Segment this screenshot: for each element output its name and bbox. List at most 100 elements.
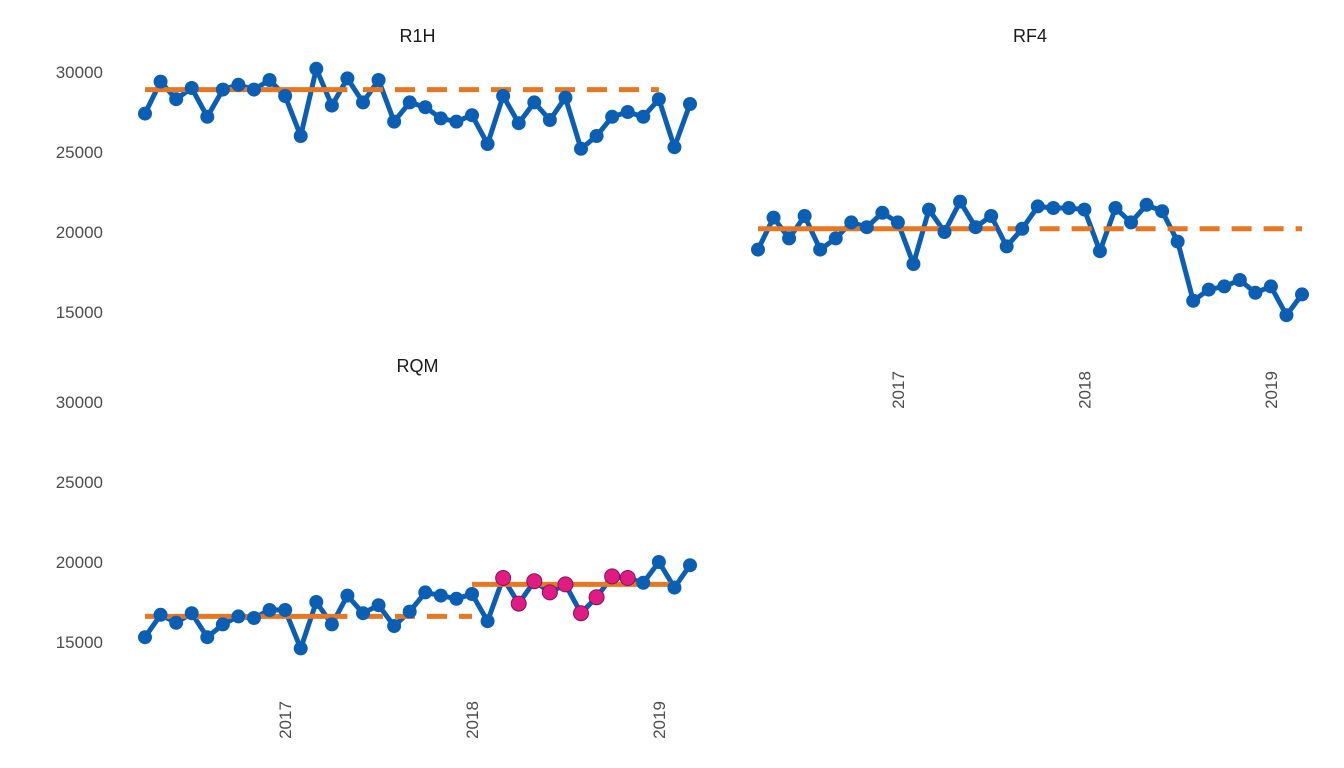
data-point: [231, 609, 246, 624]
x-tick-label: 2017: [889, 371, 908, 409]
data-point: [937, 225, 952, 239]
data-point: [418, 585, 433, 600]
data-point: [371, 73, 386, 87]
special-cause-point: [619, 570, 636, 586]
data-point: [1139, 197, 1154, 212]
data-point: [184, 606, 199, 621]
data-point: [1108, 201, 1123, 215]
data-point: [496, 89, 511, 103]
data-point: [278, 603, 293, 617]
data-point: [433, 588, 448, 603]
data-point: [465, 587, 479, 601]
special-cause-point: [557, 576, 574, 593]
data-point: [1092, 244, 1107, 259]
data-point: [667, 140, 682, 155]
data-point: [200, 109, 215, 124]
data-point: [138, 630, 152, 645]
data-point: [215, 82, 230, 97]
data-point: [231, 77, 246, 92]
data-point: [402, 95, 417, 110]
panel-title: R1H: [399, 26, 435, 46]
panel-rqm: RQM 15000 20000 25000 30000 2017 2018 2019: [56, 356, 697, 739]
data-point: [480, 137, 495, 151]
data-point: [859, 220, 874, 235]
y-tick-label: 25000: [56, 473, 103, 492]
series-line: [755, 199, 1305, 318]
data-point: [542, 113, 557, 127]
data-point: [1186, 293, 1201, 308]
data-point: [527, 95, 542, 110]
data-point: [247, 82, 261, 97]
data-point: [605, 109, 620, 124]
special-cause-point: [510, 595, 527, 612]
x-tick-label: 2019: [1262, 371, 1281, 409]
data-point: [153, 607, 168, 622]
data-point: [387, 114, 402, 129]
data-point: [511, 116, 526, 131]
data-point: [184, 81, 199, 95]
x-tick-label: 2018: [463, 701, 482, 739]
data-point: [449, 114, 464, 129]
y-tick-label: 30000: [56, 63, 103, 82]
data-point: [651, 555, 666, 569]
x-tick-label: 2018: [1075, 371, 1094, 409]
special-cause-point: [526, 573, 543, 590]
data-point: [402, 604, 417, 619]
data-point: [247, 611, 261, 625]
data-point: [683, 97, 697, 111]
data-point: [169, 615, 184, 630]
data-point: [1077, 202, 1092, 217]
special-cause-point: [573, 605, 589, 622]
data-point: [309, 61, 324, 76]
data-point: [906, 257, 921, 271]
data-point: [921, 202, 936, 217]
data-point: [574, 141, 588, 156]
data-point: [1155, 204, 1170, 219]
y-tick-label: 15000: [56, 633, 103, 652]
data-point: [356, 606, 370, 621]
data-point: [356, 95, 370, 110]
special-cause-point: [588, 589, 605, 606]
data-point: [1046, 201, 1061, 215]
data-point: [890, 215, 905, 230]
data-point: [309, 595, 324, 609]
data-point: [651, 92, 666, 107]
data-point: [984, 209, 999, 223]
y-tick-label: 15000: [56, 303, 103, 322]
data-point: [875, 205, 890, 220]
data-point: [667, 580, 682, 595]
data-point: [968, 220, 983, 235]
data-point: [1015, 221, 1030, 236]
data-point: [169, 92, 184, 107]
data-point: [1232, 273, 1247, 287]
data-point: [999, 239, 1014, 254]
data-point: [1201, 282, 1216, 297]
data-point: [293, 641, 308, 656]
data-point: [324, 98, 339, 113]
data-point: [751, 242, 765, 257]
data-point: [797, 209, 812, 223]
data-point: [433, 111, 448, 126]
data-point: [589, 129, 604, 143]
data-point: [138, 106, 152, 121]
data-point: [449, 591, 464, 606]
data-point: [1124, 215, 1139, 230]
data-point: [387, 619, 402, 633]
data-point: [558, 90, 573, 105]
data-point: [418, 100, 433, 115]
data-point: [1030, 199, 1045, 214]
data-point: [620, 105, 635, 119]
data-point: [1170, 234, 1185, 249]
data-point: [293, 129, 308, 143]
data-point: [340, 588, 355, 603]
data-point: [215, 617, 230, 632]
data-point: [262, 73, 277, 87]
data-point: [636, 109, 651, 124]
panel-title: RF4: [1013, 26, 1047, 46]
data-point: [1263, 279, 1278, 294]
data-point: [766, 210, 781, 225]
data-point: [200, 630, 215, 645]
panel-rf4: RF4 2017 2018 2019: [751, 26, 1309, 409]
y-tick-label: 20000: [56, 223, 103, 242]
special-cause-point: [541, 584, 558, 601]
